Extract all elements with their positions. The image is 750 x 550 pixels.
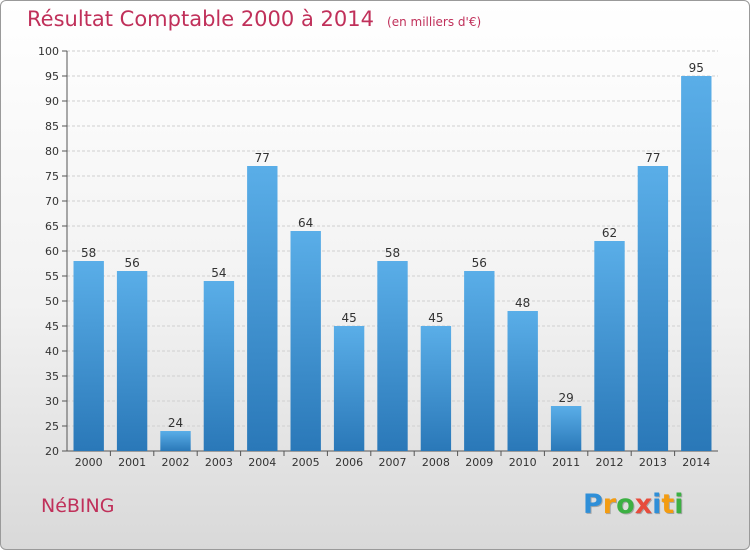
logo-letter: r [602,489,617,520]
x-tick-label: 2010 [509,456,537,469]
bar-value-label: 56 [472,256,487,270]
bar-value-label: 48 [515,296,530,310]
y-tick-label: 75 [45,170,59,183]
x-tick-label: 2001 [118,456,146,469]
bar [420,326,452,451]
chart-subtitle: (en milliers d'€) [387,15,482,29]
bar [247,166,278,451]
x-tick-label: 2009 [465,456,493,469]
bar [73,261,104,451]
bar-value-label: 64 [298,216,313,230]
bar [681,76,712,451]
x-tick-label: 2007 [379,456,407,469]
y-tick-label: 80 [45,145,59,158]
y-tick-label: 65 [45,220,59,233]
title-block: Résultat Comptable 2000 à 2014 (en milli… [27,7,481,31]
y-tick-label: 60 [45,245,59,258]
x-tick-label: 2002 [162,456,190,469]
bar-value-label: 58 [81,246,96,260]
x-tick-label: 2012 [596,456,624,469]
bars [73,76,712,451]
y-tick-label: 55 [45,270,59,283]
bar-value-label: 77 [645,151,660,165]
bar [594,241,625,451]
logo-letter: i [652,489,662,520]
bar-value-label: 54 [211,266,226,280]
y-tick-label: 40 [45,345,59,358]
logo-letter: P [583,489,603,520]
y-tick-label: 90 [45,95,59,108]
x-tick-label: 2000 [75,456,103,469]
y-tick-label: 30 [45,395,59,408]
bar [377,261,408,451]
bar-value-label: 45 [428,311,443,325]
bar [203,281,235,451]
bar [637,166,669,451]
y-tick-label: 70 [45,195,59,208]
bar-value-label: 77 [255,151,270,165]
y-tick-label: 95 [45,70,59,83]
x-tick-label: 2008 [422,456,450,469]
bar-value-label: 29 [558,391,573,405]
chart-title: Résultat Comptable 2000 à 2014 [27,7,374,31]
bar [507,311,538,451]
bar-value-label: 45 [341,311,356,325]
x-tick-label: 2006 [335,456,363,469]
bar-value-label: 95 [689,61,704,75]
y-tick-label: 25 [45,420,59,433]
bar [160,431,191,451]
bar [290,231,321,451]
logo-letter: x [634,489,653,520]
bar-value-label: 62 [602,226,617,240]
axes: 20 25 30 35 40 45 50 55 60 65 70 75 80 85 90 95 100 [38,45,718,458]
bar-value-label: 58 [385,246,400,260]
bar [550,406,582,451]
bar [464,271,495,451]
logo-letter: o [616,489,635,520]
proxiti-logo: Proxiti [583,489,684,520]
bar [333,326,365,451]
y-tick-label: 50 [45,295,59,308]
commune-name: NéBING [41,495,115,517]
x-tick-label: 2003 [205,456,233,469]
x-tick-label: 2014 [682,456,710,469]
y-tick-label: 100 [38,45,59,58]
x-tick-label: 2011 [552,456,580,469]
y-tick-label: 85 [45,120,59,133]
logo-letter: t [661,489,675,520]
logo-letter: i [674,489,684,520]
bar-value-label: 56 [124,256,139,270]
x-tick-label: 2013 [639,456,667,469]
y-tick-label: 45 [45,320,59,333]
y-tick-label: 20 [45,445,59,458]
labels: 58 2000 56 2001 24 2002 54 2003 77 2004 64 2005 45 20… [75,61,711,469]
x-tick-label: 2004 [248,456,276,469]
bar [116,271,148,451]
x-tick-label: 2005 [292,456,320,469]
y-tick-label: 35 [45,370,59,383]
bar-value-label: 24 [168,416,183,430]
